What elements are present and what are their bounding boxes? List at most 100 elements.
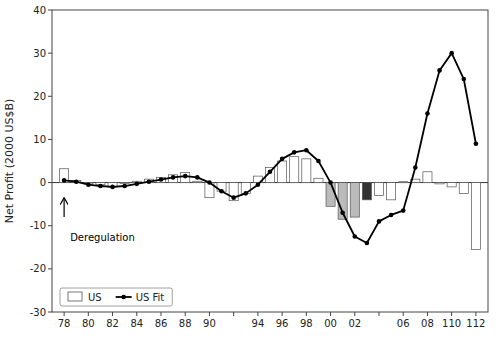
x-tick: [88, 312, 89, 316]
y-tick-label: 30: [33, 48, 46, 59]
y-tick-label: -20: [30, 263, 46, 274]
x-tick: [64, 312, 65, 316]
x-tick: [451, 312, 452, 316]
bar: [399, 181, 408, 183]
y-tick: [48, 225, 52, 226]
legend-swatch: [68, 292, 82, 301]
bar: [193, 181, 202, 182]
x-tick-label: 90: [203, 318, 216, 329]
y-tick: [48, 139, 52, 140]
x-tick-label: 02: [348, 318, 361, 329]
y-tick-label: 20: [33, 91, 46, 102]
fit-point: [171, 175, 176, 180]
x-tick: [379, 312, 380, 316]
bar: [290, 157, 299, 183]
annotation: Deregulation: [70, 232, 135, 243]
fit-point: [461, 77, 466, 82]
y-tick-label: -30: [30, 307, 46, 318]
fit-point: [352, 234, 357, 239]
x-tick-label: 96: [276, 318, 289, 329]
data-layer: [52, 51, 488, 250]
y-tick-label: 10: [33, 134, 46, 145]
x-tick: [330, 312, 331, 316]
fit-point: [86, 182, 91, 187]
x-tick: [475, 312, 476, 316]
x-tick: [136, 312, 137, 316]
fit-point: [316, 159, 321, 164]
bar: [447, 183, 456, 187]
legend: US US Fit: [60, 288, 172, 306]
x-tick: [282, 312, 283, 316]
fit-point: [219, 189, 224, 194]
fit-point: [365, 241, 370, 246]
x-tick-label: 98: [300, 318, 313, 329]
fit-point: [474, 141, 479, 146]
bar: [459, 183, 468, 194]
x-tick-label: 86: [155, 318, 168, 329]
fit-point: [292, 150, 297, 155]
fit-point: [243, 191, 248, 196]
y-tick: [48, 53, 52, 54]
x-tick-label: 110: [442, 318, 461, 329]
fit-point: [134, 182, 139, 187]
bar: [350, 183, 359, 218]
y-tick-label: 40: [33, 5, 46, 16]
fit-point: [280, 157, 285, 162]
legend-item: US: [68, 292, 102, 303]
x-tick: [427, 312, 428, 316]
fit-point: [328, 180, 333, 185]
bar: [362, 183, 371, 200]
legend-label: US Fit: [136, 292, 165, 303]
x-tick: [354, 312, 355, 316]
bar: [423, 172, 432, 183]
bar: [435, 183, 444, 184]
bar: [120, 182, 129, 184]
x-tick-label: 84: [130, 318, 143, 329]
bar: [387, 183, 396, 200]
fit-point: [268, 169, 273, 174]
legend-label: US: [88, 292, 102, 303]
fit-point: [62, 178, 67, 183]
fit-point: [449, 51, 454, 56]
x-tick-label: 78: [58, 318, 71, 329]
x-tick-label: 82: [106, 318, 119, 329]
legend-marker: [121, 295, 126, 300]
plot-frame: [52, 10, 488, 312]
bar: [471, 183, 480, 250]
fit-point: [195, 175, 200, 180]
bar: [278, 161, 287, 183]
fit-point: [183, 174, 188, 179]
legend-item: US Fit: [116, 292, 165, 303]
y-axis-label: Net Profit (2000 US$B): [3, 99, 16, 224]
fit-point: [256, 182, 261, 187]
fit-point: [207, 180, 212, 185]
x-tick: [233, 312, 234, 316]
y-tick-label: 0: [40, 177, 46, 188]
bar: [181, 173, 190, 183]
fit-point: [147, 179, 152, 184]
fit-line: [64, 53, 476, 243]
fit-point: [425, 111, 430, 116]
y-tick: [48, 182, 52, 183]
x-tick: [257, 312, 258, 316]
bar: [326, 183, 335, 207]
x-tick-label: 06: [397, 318, 410, 329]
fit-point: [304, 148, 309, 153]
chart: -30-20-100102030407880828486889094969800…: [0, 0, 498, 338]
fit-point: [98, 184, 103, 189]
bar: [314, 178, 323, 182]
fit-point: [437, 68, 442, 73]
fit-point: [74, 179, 79, 184]
x-tick: [112, 312, 113, 316]
x-tick: [306, 312, 307, 316]
y-tick: [48, 10, 52, 11]
fit-point: [122, 184, 127, 189]
x-tick-label: 00: [324, 318, 337, 329]
bar: [338, 183, 347, 220]
x-tick-label: 80: [82, 318, 95, 329]
fit-point: [413, 165, 418, 170]
bar: [302, 159, 311, 183]
fit-point: [231, 195, 236, 200]
x-tick: [209, 312, 210, 316]
fit-point: [340, 210, 345, 215]
